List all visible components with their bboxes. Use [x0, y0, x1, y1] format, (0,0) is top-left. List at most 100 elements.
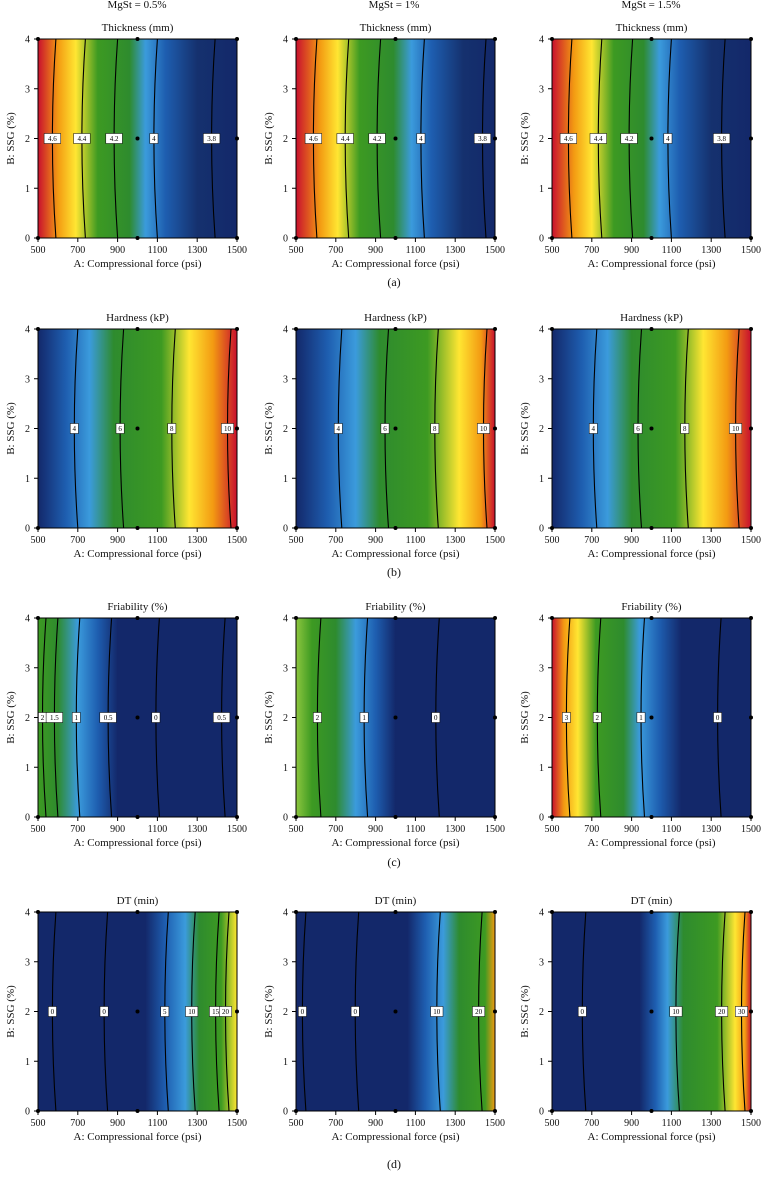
- hardness-3-x-tick-label: 500: [545, 535, 560, 546]
- dt-3-contour-label: 0: [581, 1008, 585, 1016]
- friability-1-title: Friability (%): [107, 601, 168, 613]
- hardness-1-y-axis-label: B: SSG (%): [5, 402, 17, 455]
- friability-1-x-tick-label: 1100: [148, 824, 168, 835]
- dt-1-x-tick-label: 900: [110, 1118, 125, 1129]
- hardness-1-y-tick-label: 2: [25, 424, 30, 435]
- hardness-1-x-tick-label: 1300: [187, 535, 207, 546]
- thickness-2-contour-label: 3.8: [478, 135, 487, 143]
- dt-2-contour-label: 20: [475, 1008, 483, 1016]
- dt-1-y-tick-label: 3: [25, 957, 30, 968]
- thickness-3-contour-label-box: [713, 133, 731, 144]
- friability-1-contour-label: 0.5: [104, 714, 113, 722]
- dt-3-contour-label: 20: [718, 1008, 726, 1016]
- friability-3-contour-label-box: [636, 712, 646, 723]
- friability-1-x-tick-label: 900: [110, 824, 125, 835]
- friability-3-y-tick-label: 0: [539, 813, 544, 824]
- friability-3-y-tick-label: 4: [539, 614, 544, 625]
- dt-2-contour-label-box: [350, 1006, 360, 1017]
- friability-2-contour-label: 2: [316, 714, 320, 722]
- friability-3-design-point: [649, 715, 654, 720]
- dt-2-x-tick-label: 1100: [406, 1118, 426, 1129]
- column-header-mgst-1-5: MgSt = 1.5%: [621, 0, 680, 11]
- hardness-2-y-tick-label: 3: [283, 374, 288, 385]
- hardness-2-x-axis-label: A: Compressional force (psi): [332, 548, 460, 560]
- thickness-2-x-axis-label: A: Compressional force (psi): [332, 258, 460, 270]
- friability-2-y-tick-label: 2: [283, 713, 288, 724]
- thickness-2-x-tick-label: 1300: [445, 245, 465, 256]
- hardness-1-x-axis-label: A: Compressional force (psi): [74, 548, 202, 560]
- thickness-3-x-tick-label: 500: [545, 245, 560, 256]
- dt-3-x-tick-label: 700: [584, 1118, 599, 1129]
- friability-2-x-tick-label: 1500: [485, 824, 505, 835]
- thickness-2-title: Thickness (mm): [360, 22, 432, 34]
- hardness-3-contour-label-box: [680, 423, 690, 434]
- dt-1-contour-label: 15: [212, 1008, 220, 1016]
- dt-2-x-axis-label: A: Compressional force (psi): [332, 1131, 460, 1143]
- thickness-3-x-tick-label: 700: [584, 245, 599, 256]
- hardness-2-x-tick-label: 1100: [406, 535, 426, 546]
- thickness-1-contour-label: 4.2: [110, 135, 119, 143]
- dt-2-design-point: [393, 1009, 398, 1014]
- dt-3-y-tick-label: 3: [539, 957, 544, 968]
- thickness-2-contour-label-box: [336, 133, 354, 144]
- dt-3-y-tick-label: 1: [539, 1057, 544, 1068]
- hardness-1-contour-label: 6: [118, 425, 122, 433]
- dt-1-x-tick-label: 1300: [187, 1118, 207, 1129]
- friability-2-x-axis-label: A: Compressional force (psi): [332, 837, 460, 849]
- friability-3-y-tick-label: 1: [539, 763, 544, 774]
- friability-1-contour-label: 0: [154, 714, 158, 722]
- dt-3-title: DT (min): [631, 895, 673, 907]
- friability-2-x-tick-label: 1300: [445, 824, 465, 835]
- hardness-2-contour-label-box: [430, 423, 440, 434]
- friability-3-title: Friability (%): [621, 601, 682, 613]
- thickness-1-contour-label-box: [105, 133, 123, 144]
- dt-1-y-tick-label: 2: [25, 1007, 30, 1018]
- friability-1-x-tick-label: 700: [70, 824, 85, 835]
- dt-3-y-tick-label: 4: [539, 908, 544, 919]
- hardness-1-x-tick-label: 1100: [148, 535, 168, 546]
- dt-3-y-tick-label: 2: [539, 1007, 544, 1018]
- thickness-1-title: Thickness (mm): [102, 22, 174, 34]
- hardness-1-y-tick-label: 3: [25, 374, 30, 385]
- hardness-3-y-tick-label: 3: [539, 374, 544, 385]
- panel-label-c: (c): [387, 855, 400, 869]
- thickness-1-x-tick-label: 1500: [227, 245, 247, 256]
- thickness-3-contour-label: 4: [666, 135, 670, 143]
- dt-2-contour-label-box: [472, 1006, 486, 1017]
- friability-1-x-tick-label: 1500: [227, 824, 247, 835]
- thickness-1-y-tick-label: 2: [25, 134, 30, 145]
- thickness-3-x-tick-label: 1500: [741, 245, 761, 256]
- dt-3-y-axis-label: B: SSG (%): [519, 985, 531, 1038]
- dt-2-x-tick-label: 900: [368, 1118, 383, 1129]
- thickness-3-y-tick-label: 0: [539, 234, 544, 245]
- dt-1-chart: 0 0 5 10 15 20 DT (min) 500 700 900 1100 1300 1500 0 1…: [5, 895, 247, 1143]
- hardness-3-y-tick-label: 0: [539, 524, 544, 535]
- thickness-3-y-tick-label: 3: [539, 84, 544, 95]
- thickness-2-x-tick-label: 1500: [485, 245, 505, 256]
- thickness-1-x-tick-label: 700: [70, 245, 85, 256]
- thickness-3-contour-label: 3.8: [717, 135, 726, 143]
- dt-1-y-tick-label: 1: [25, 1057, 30, 1068]
- hardness-3-title: Hardness (kP): [620, 312, 683, 324]
- hardness-2-x-tick-label: 500: [289, 535, 304, 546]
- thickness-1-chart: 4.6 4.4 4.2 4 3.8 Thickness (mm) 500 700 900 1100…: [5, 22, 247, 270]
- hardness-1-contour-label: 10: [224, 425, 232, 433]
- friability-3-contour-label: 3: [565, 714, 569, 722]
- thickness-1-x-tick-label: 500: [31, 245, 46, 256]
- thickness-1-y-tick-label: 3: [25, 84, 30, 95]
- friability-2-y-axis-label: B: SSG (%): [263, 691, 275, 744]
- thickness-2-design-point: [393, 136, 398, 141]
- dt-2-contour-label-box: [430, 1006, 444, 1017]
- dt-1-contour-label: 10: [188, 1008, 196, 1016]
- thickness-2-contour-label-box: [368, 133, 386, 144]
- dt-2-title: DT (min): [375, 895, 417, 907]
- hardness-3-x-tick-label: 1300: [701, 535, 721, 546]
- friability-2-contour-label-box: [313, 712, 322, 723]
- thickness-1-contour-label-box: [73, 133, 91, 144]
- friability-2-x-tick-label: 700: [328, 824, 343, 835]
- friability-2-title: Friability (%): [365, 601, 426, 613]
- hardness-2-y-tick-label: 2: [283, 424, 288, 435]
- thickness-3-contour-label: 4.2: [625, 135, 634, 143]
- friability-2-x-tick-label: 500: [289, 824, 304, 835]
